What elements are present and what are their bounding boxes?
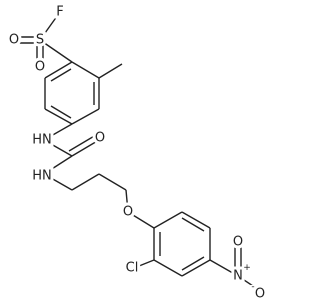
atom-label: F	[56, 5, 63, 20]
atom-label: S	[36, 33, 44, 48]
charge: +	[243, 263, 251, 273]
atom-label: HN	[32, 133, 52, 148]
atom-label: O	[123, 205, 133, 220]
atom-label: HN	[32, 169, 52, 184]
structure: F S O O HN O HN O Cl N O O + -	[6, 2, 268, 305]
atom-label: O	[233, 235, 243, 250]
atom-label: O	[255, 287, 265, 302]
bonds	[14, 11, 263, 293]
atom-label: N	[233, 269, 243, 284]
atom-label: O	[95, 131, 105, 146]
atom-label: Cl	[126, 261, 139, 276]
atom-label: O	[35, 60, 45, 75]
atom-label: O	[9, 33, 19, 48]
charge: -	[251, 282, 254, 292]
atom-labels: F S O O HN O HN O Cl N O O + -	[6, 2, 268, 305]
